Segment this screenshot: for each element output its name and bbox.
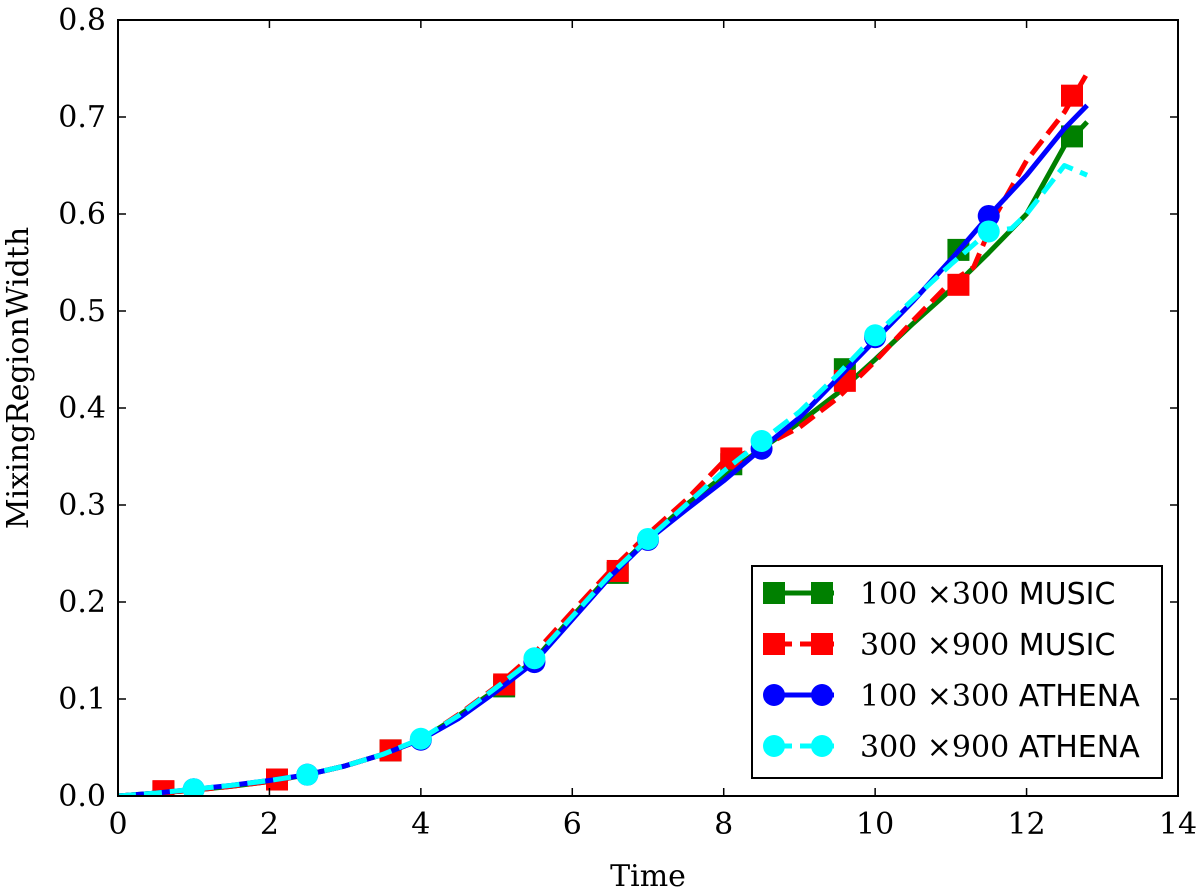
legend-marker-swatch <box>811 582 833 604</box>
series-line <box>118 163 1089 796</box>
legend-marker-swatch <box>811 735 833 757</box>
data-point <box>409 727 432 750</box>
legend-label-code: MUSIC <box>1019 577 1116 612</box>
data-point <box>977 204 1000 227</box>
data-point <box>296 763 319 786</box>
legend-label-grid: 100 ×300 <box>860 679 1019 714</box>
legend-label-grid: 300 ×900 <box>860 628 1019 663</box>
legend-marker-swatch <box>763 684 785 706</box>
legend-item: 300 ×900 MUSIC <box>763 628 1115 663</box>
x-tick-label: 10 <box>856 807 894 842</box>
data-point <box>1061 84 1083 107</box>
legend-item: 100 ×300 ATHENA <box>763 679 1140 714</box>
y-tick-label: 0.6 <box>58 197 106 232</box>
data-point <box>1061 125 1083 148</box>
legend-label: 100 ×300 ATHENA <box>860 679 1140 714</box>
data-point <box>637 527 659 550</box>
data-point <box>864 324 887 347</box>
x-tick-label: 2 <box>260 807 279 842</box>
y-tick-label: 0.7 <box>58 100 106 135</box>
legend-marker-swatch <box>763 735 785 757</box>
y-tick-label: 0.3 <box>58 488 106 523</box>
y-tick-label: 0.4 <box>58 391 106 426</box>
axes: 0 2 4 6 8 10 12 14 0.0 0.1 0.2 0.3 0.4 0.5 0.6 0.7 0.8 <box>58 3 1197 842</box>
data-point <box>182 778 205 796</box>
y-tick-label: 0.1 <box>58 682 106 717</box>
legend-item: 100 ×300 MUSIC <box>763 577 1115 612</box>
y-tick-label: 0.5 <box>58 294 106 329</box>
x-tick-label: 12 <box>1007 807 1045 842</box>
legend-label-grid: 100 ×300 <box>860 577 1019 612</box>
legend-marker-swatch <box>811 684 833 706</box>
legend-label-code: MUSIC <box>1019 628 1116 663</box>
legend-marker-swatch <box>811 633 833 655</box>
y-axis-title: MixingRegionWidth <box>1 227 36 529</box>
legend-label: 300 ×900 MUSIC <box>860 628 1115 663</box>
legend-label-grid: 300 ×900 <box>860 730 1019 765</box>
data-point <box>750 429 773 452</box>
data-point <box>977 220 1000 243</box>
y-tick-label: 0.8 <box>58 3 106 38</box>
data-point <box>947 273 970 296</box>
x-tick-label: 4 <box>411 807 430 842</box>
series-300-900-athena <box>118 163 1089 796</box>
plot-area <box>118 72 1090 796</box>
data-point <box>523 647 546 670</box>
x-axis-title: Time <box>610 859 686 890</box>
x-tick-label: 14 <box>1159 807 1197 842</box>
legend-label: 100 ×300 MUSIC <box>860 577 1115 612</box>
legend-label-code: ATHENA <box>1019 679 1140 714</box>
data-point <box>720 447 743 470</box>
x-tick-label: 0 <box>108 807 127 842</box>
x-tick-label: 8 <box>714 807 733 842</box>
legend-label: 300 ×900 ATHENA <box>860 730 1140 765</box>
legend-label-code: ATHENA <box>1019 730 1140 765</box>
legend-item: 300 ×900 ATHENA <box>763 730 1140 765</box>
y-tick-label: 0.2 <box>58 585 106 620</box>
legend-marker-swatch <box>763 582 785 604</box>
y-tick-label: 0.0 <box>58 779 106 814</box>
legend-marker-swatch <box>763 633 785 655</box>
x-tick-label: 6 <box>563 807 582 842</box>
